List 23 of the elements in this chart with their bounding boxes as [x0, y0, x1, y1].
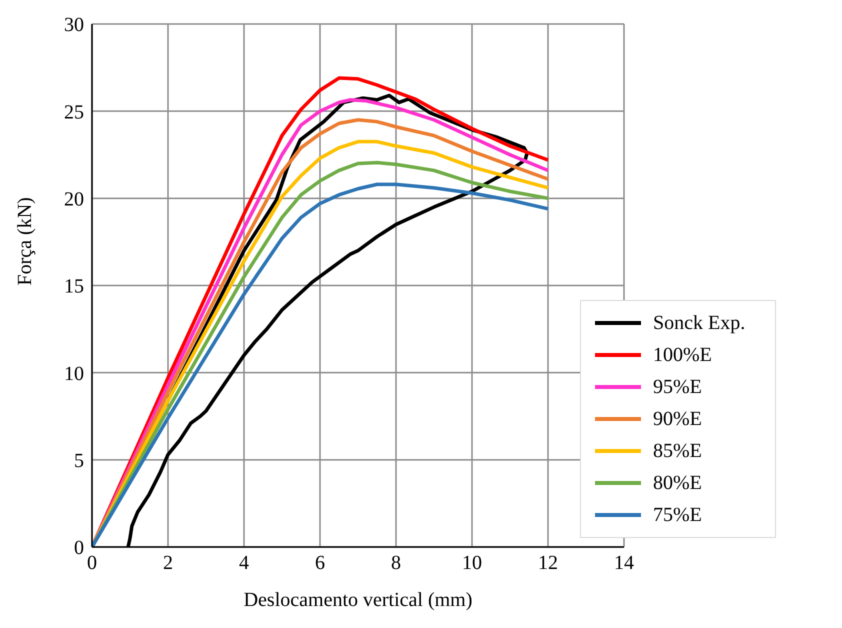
x-tick-label: 6 — [315, 552, 325, 574]
x-tick-label: 8 — [391, 552, 401, 574]
y-tick-label: 20 — [64, 188, 84, 210]
legend-label: 75%E — [653, 504, 702, 526]
x-axis-title: Deslocamento vertical (mm) — [244, 589, 472, 611]
legend-label: 95%E — [653, 376, 702, 398]
x-tick-label: 4 — [239, 552, 249, 574]
x-tick-label: 2 — [163, 552, 173, 574]
x-tick-label: 14 — [614, 552, 634, 574]
y-tick-label: 25 — [64, 101, 84, 124]
y-tick-label: 15 — [64, 276, 84, 298]
legend-label: 100%E — [653, 344, 712, 366]
y-tick-label: 5 — [74, 450, 84, 472]
legend-label: 85%E — [653, 440, 702, 462]
x-tick-label: 12 — [538, 552, 558, 574]
y-tick-label: 10 — [64, 362, 84, 385]
legend-label: 80%E — [653, 472, 702, 494]
legend-label: 90%E — [653, 408, 702, 430]
x-tick-label: 10 — [462, 552, 482, 574]
y-axis-title: Força (kN) — [14, 197, 36, 286]
y-tick-label: 30 — [64, 14, 84, 36]
legend-label: Sonck Exp. — [653, 312, 746, 334]
y-tick-label: 0 — [74, 537, 84, 560]
